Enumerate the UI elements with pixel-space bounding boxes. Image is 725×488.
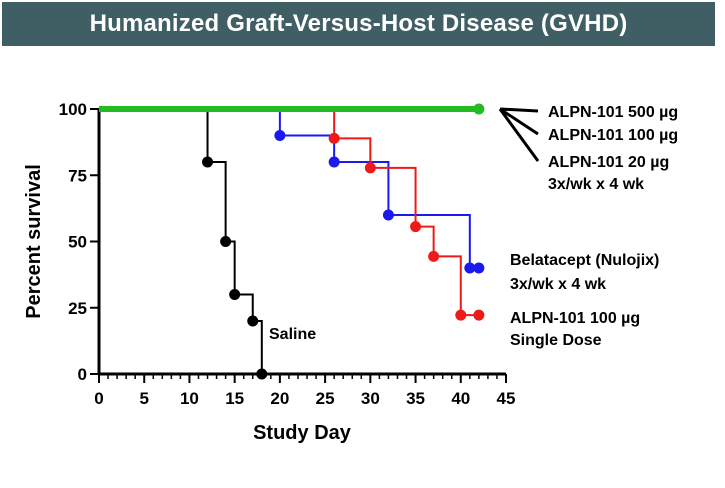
- data-point-alpn-101-100-g: [473, 309, 485, 321]
- y-tick-label: 0: [78, 365, 87, 384]
- data-point-saline: [247, 315, 259, 327]
- data-point-belatacept-nulojix: [274, 130, 286, 141]
- data-point-belatacept-nulojix: [382, 209, 394, 221]
- y-tick-label: 75: [68, 166, 87, 185]
- x-tick-label: 0: [94, 389, 103, 408]
- data-point-belatacept-nulojix: [473, 262, 485, 274]
- label-alpn-single-dose: Single Dose: [510, 332, 602, 349]
- x-tick-label: 30: [361, 389, 380, 408]
- x-tick-label: 5: [139, 389, 148, 408]
- x-tick-label: 25: [316, 389, 335, 408]
- data-point-saline: [229, 289, 241, 300]
- series-line-alpn-101-100-g: [99, 108, 479, 317]
- label-saline: Saline: [269, 326, 316, 343]
- data-point-saline: [202, 156, 214, 168]
- data-point-saline: [220, 236, 232, 247]
- label-alpn-20: ALPN-101 20 µg: [548, 154, 669, 171]
- y-tick-label: 100: [59, 100, 87, 119]
- x-tick-label: 15: [225, 389, 244, 408]
- series-labels: Saline Belatacept (Nulojix) 3x/wk x 4 wk AL…: [269, 104, 678, 349]
- data-point-alpn-101-100-g: [455, 309, 467, 321]
- chart-title: Humanized Graft-Versus-Host Disease (GVH…: [89, 10, 628, 37]
- title-banner: Humanized Graft-Versus-Host Disease (GVH…: [2, 2, 715, 46]
- data-point-alpn-101-100-g: [428, 250, 440, 262]
- data-point-belatacept-nulojix: [464, 262, 476, 274]
- y-tick-label: 50: [68, 233, 87, 252]
- connector-line: [499, 107, 539, 136]
- y-tick-label: 25: [68, 299, 87, 318]
- series-line-belatacept-nulojix: [99, 108, 479, 269]
- label-alpn-single: ALPN-101 100 µg: [510, 310, 640, 327]
- data-point-saline: [256, 368, 268, 380]
- data-point-belatacept-nulojix: [328, 156, 340, 168]
- data-point-alpn-101-100-g: [328, 132, 340, 144]
- connector-line: [499, 107, 539, 113]
- data-point-alpn-101-500-g: [473, 103, 485, 115]
- x-axis-label: Study Day: [253, 422, 352, 444]
- data-point-alpn-101-100-g: [364, 162, 376, 174]
- series-layer: [99, 103, 485, 380]
- x-tick-label: 40: [451, 389, 470, 408]
- data-point-alpn-101-100-g: [410, 221, 422, 233]
- x-tick-label: 20: [270, 389, 289, 408]
- label-alpn-500: ALPN-101 500 µg: [548, 104, 678, 121]
- connector-line: [498, 108, 540, 162]
- label-alpn-100: ALPN-101 100 µg: [548, 127, 678, 144]
- series-line-saline: [99, 108, 263, 374]
- x-tick-label: 10: [180, 389, 199, 408]
- label-belatacept-regimen: 3x/wk x 4 wk: [510, 276, 606, 293]
- label-alpn-regimen: 3x/wk x 4 wk: [548, 176, 644, 193]
- axes: 0 5 10 15 20 25 30 35 40 45 0 25 50 75 100: [59, 100, 516, 408]
- x-tick-label: 45: [497, 389, 516, 408]
- label-belatacept: Belatacept (Nulojix): [510, 252, 659, 269]
- y-axis-label: Percent survival: [23, 164, 45, 319]
- x-tick-label: 35: [406, 389, 425, 408]
